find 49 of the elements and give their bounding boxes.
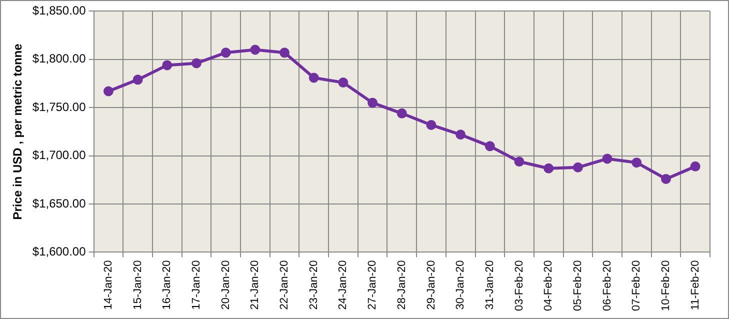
x-tick-label: 28-Jan-20: [396, 260, 408, 310]
x-tick-label: 05-Feb-20: [572, 260, 584, 312]
y-tick-label: $1,800.00: [32, 52, 86, 66]
point: [426, 120, 436, 130]
x-tick-label: 14-Jan-20: [102, 260, 114, 310]
x-tick-label: 06-Feb-20: [601, 260, 614, 312]
x-tick-label: 27-Jan-20: [366, 260, 379, 310]
x-tick-label: 03-Feb-20: [513, 260, 526, 312]
x-tick-label: 30-Jan-20: [454, 260, 467, 310]
x-tick-label: 29-Jan-20: [425, 260, 438, 310]
point: [396, 108, 407, 118]
point: [338, 78, 348, 88]
y-tick-label: $1,600.00: [32, 244, 86, 259]
point: [280, 48, 290, 58]
x-tick-label: 04-Feb-20: [542, 260, 555, 312]
x-tick-label: 15-Jan-20: [132, 260, 144, 310]
y-tick-label: $1,850.00: [32, 4, 86, 18]
x-tick-label: 20-Jan-20: [220, 260, 232, 310]
point: [572, 162, 583, 172]
x-tick-label: 16-Jan-20: [161, 260, 174, 310]
point: [368, 98, 378, 108]
x-tick-label: 22-Jan-20: [278, 260, 291, 310]
y-tick-label: $1,700.00: [32, 148, 86, 162]
point: [250, 44, 260, 55]
x-tick-label: 17-Jan-20: [190, 260, 203, 310]
point: [220, 48, 231, 58]
point: [191, 58, 202, 68]
point: [660, 174, 671, 184]
point: [544, 163, 554, 174]
x-tick-label: 11-Feb-20: [689, 260, 702, 310]
point: [456, 130, 466, 140]
point: [514, 156, 524, 167]
point: [308, 72, 319, 83]
point: [162, 60, 172, 70]
point: [132, 74, 143, 85]
x-tick-label: 07-Feb-20: [630, 260, 643, 312]
point: [602, 154, 612, 164]
point: [632, 158, 642, 168]
y-tick-label: $1,750.00: [32, 100, 86, 114]
x-tick-label: 23-Jan-20: [308, 260, 320, 310]
x-tick-label: 10-Feb-20: [660, 260, 672, 312]
point: [690, 161, 700, 172]
y-tick-label: $1,650.00: [32, 196, 86, 210]
x-tick-label: 31-Jan-20: [484, 260, 496, 310]
y-axis-title: Price in USD , per metric tonne: [10, 43, 25, 220]
point: [103, 86, 114, 96]
x-tick-label: 24-Jan-20: [337, 260, 350, 310]
point: [484, 141, 495, 152]
x-tick-label: 21-Jan-20: [249, 260, 262, 310]
